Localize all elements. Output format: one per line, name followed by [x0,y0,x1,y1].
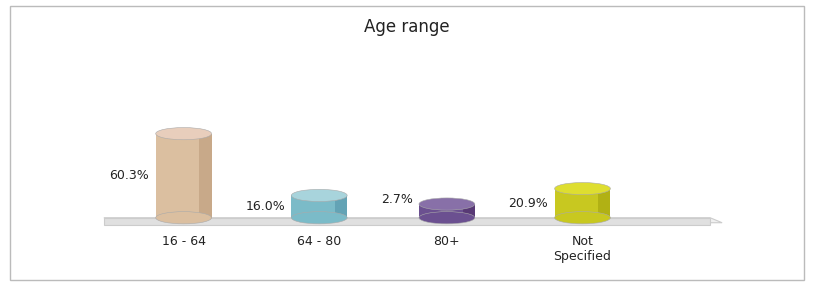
Polygon shape [155,134,212,218]
Text: 20.9%: 20.9% [509,197,548,210]
Ellipse shape [155,128,212,140]
Ellipse shape [419,212,475,224]
Ellipse shape [291,212,348,224]
Ellipse shape [554,212,610,224]
Polygon shape [462,204,475,218]
Text: Age range: Age range [364,18,450,36]
Polygon shape [104,218,710,225]
Polygon shape [554,188,610,218]
Ellipse shape [419,198,475,210]
Polygon shape [291,195,347,218]
Text: 60.3%: 60.3% [110,169,149,182]
Ellipse shape [155,212,212,224]
Text: 16.0%: 16.0% [245,200,285,213]
Polygon shape [104,218,722,223]
Text: 16 - 64: 16 - 64 [162,235,206,248]
Polygon shape [335,195,347,218]
Polygon shape [598,188,610,218]
Text: Not
Specified: Not Specified [554,235,611,263]
Text: 64 - 80: 64 - 80 [297,235,341,248]
Ellipse shape [554,182,610,195]
Ellipse shape [291,189,348,202]
Polygon shape [419,204,475,218]
Polygon shape [199,134,212,218]
Text: 80+: 80+ [434,235,460,248]
Text: 2.7%: 2.7% [381,192,413,206]
